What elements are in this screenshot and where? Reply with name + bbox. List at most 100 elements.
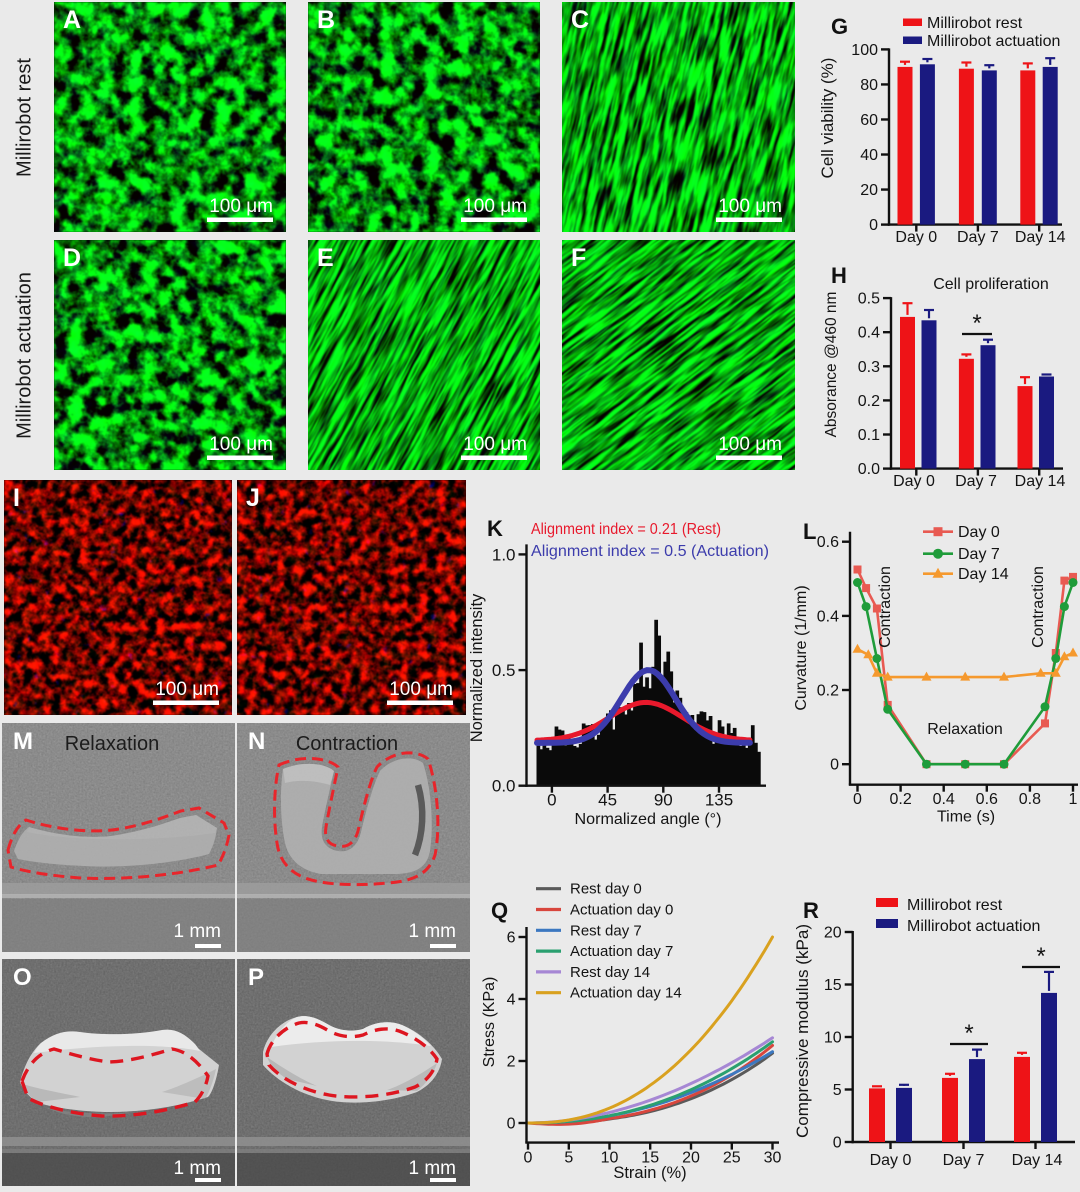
svg-text:O: O — [13, 964, 32, 991]
svg-text:Cell proliferation: Cell proliferation — [933, 276, 1049, 293]
svg-text:*: * — [964, 1020, 973, 1047]
svg-text:4: 4 — [507, 992, 516, 1009]
svg-text:0.5: 0.5 — [858, 291, 880, 308]
svg-text:Day 0: Day 0 — [870, 1152, 912, 1169]
svg-text:Day 14: Day 14 — [958, 566, 1009, 583]
svg-text:100 μm: 100 μm — [718, 434, 782, 455]
svg-text:Stress (KPa): Stress (KPa) — [481, 977, 498, 1068]
svg-text:10: 10 — [601, 1150, 619, 1167]
svg-text:Strain (%): Strain (%) — [613, 1164, 686, 1182]
svg-text:1 mm: 1 mm — [409, 921, 457, 942]
svg-text:Actuation day 0: Actuation day 0 — [570, 902, 673, 919]
svg-text:0.0: 0.0 — [492, 777, 516, 796]
svg-text:H: H — [831, 263, 847, 288]
svg-text:Relaxation: Relaxation — [65, 733, 160, 755]
svg-text:Millirobot rest: Millirobot rest — [907, 897, 1003, 914]
svg-text:100: 100 — [851, 42, 878, 59]
svg-text:Millirobot actuation: Millirobot actuation — [927, 33, 1060, 50]
svg-text:*: * — [972, 310, 981, 337]
svg-text:D: D — [63, 244, 81, 272]
svg-text:100 μm: 100 μm — [209, 196, 273, 217]
svg-text:Contraction: Contraction — [1030, 566, 1047, 648]
svg-text:0.8: 0.8 — [1019, 791, 1041, 808]
svg-text:1 mm: 1 mm — [409, 1158, 457, 1179]
svg-text:20: 20 — [824, 925, 842, 942]
svg-text:Contraction: Contraction — [296, 733, 398, 755]
svg-text:100 μm: 100 μm — [389, 679, 453, 700]
svg-text:0: 0 — [830, 757, 839, 774]
svg-text:15: 15 — [824, 977, 842, 994]
svg-text:Day 0: Day 0 — [895, 229, 937, 246]
svg-text:20: 20 — [682, 1150, 700, 1167]
svg-text:B: B — [317, 6, 335, 34]
svg-text:I: I — [13, 484, 20, 512]
svg-text:1: 1 — [1069, 791, 1078, 808]
svg-text:0: 0 — [833, 1135, 842, 1152]
svg-text:Day 7: Day 7 — [958, 546, 1000, 563]
svg-text:1 mm: 1 mm — [174, 1158, 222, 1179]
svg-text:Normalized angle (°): Normalized angle (°) — [575, 811, 722, 828]
svg-text:0.4: 0.4 — [817, 608, 839, 625]
svg-text:5: 5 — [564, 1150, 573, 1167]
svg-text:L: L — [803, 519, 816, 544]
svg-text:0.4: 0.4 — [933, 791, 955, 808]
svg-text:Time (s): Time (s) — [937, 809, 995, 826]
svg-text:100 μm: 100 μm — [718, 196, 782, 217]
svg-text:Normalized intensity: Normalized intensity — [468, 593, 486, 742]
svg-text:A: A — [63, 6, 81, 34]
svg-text:M: M — [13, 728, 33, 755]
svg-text:0.2: 0.2 — [858, 393, 880, 410]
svg-text:0.5: 0.5 — [492, 661, 516, 680]
svg-text:Relaxation: Relaxation — [927, 721, 1003, 738]
svg-text:Millirobot rest: Millirobot rest — [927, 15, 1023, 32]
svg-text:Contraction: Contraction — [877, 566, 894, 648]
svg-text:100 μm: 100 μm — [209, 434, 273, 455]
svg-text:Day 7: Day 7 — [943, 1152, 985, 1169]
svg-text:20: 20 — [860, 182, 878, 199]
svg-text:5: 5 — [833, 1082, 842, 1099]
svg-text:30: 30 — [764, 1150, 782, 1167]
svg-text:G: G — [831, 14, 848, 39]
svg-text:*: * — [1036, 943, 1045, 970]
svg-text:Millirobot actuation: Millirobot actuation — [907, 918, 1040, 935]
svg-text:15: 15 — [641, 1150, 659, 1167]
svg-text:Alignment index = 0.5 (Actuati: Alignment index = 0.5 (Actuation) — [531, 543, 769, 560]
svg-text:P: P — [248, 964, 264, 991]
svg-text:80: 80 — [860, 77, 878, 94]
svg-text:Day 0: Day 0 — [958, 524, 1000, 541]
svg-text:0.0: 0.0 — [858, 461, 880, 478]
svg-text:0.1: 0.1 — [858, 427, 880, 444]
svg-text:Rest day 7: Rest day 7 — [570, 922, 642, 939]
svg-text:Day 14: Day 14 — [1012, 1152, 1063, 1169]
svg-text:2: 2 — [507, 1054, 516, 1071]
svg-text:N: N — [248, 728, 265, 755]
svg-text:0: 0 — [507, 1116, 516, 1133]
svg-text:Actuation day 7: Actuation day 7 — [570, 943, 673, 960]
svg-text:1.0: 1.0 — [492, 545, 516, 564]
svg-text:Absorance @460 nm: Absorance @460 nm — [823, 292, 840, 438]
svg-text:0.6: 0.6 — [817, 534, 839, 551]
svg-text:Alignment index = 0.21 (Rest): Alignment index = 0.21 (Rest) — [531, 521, 721, 538]
svg-text:0.2: 0.2 — [817, 683, 839, 700]
svg-text:Rest day 14: Rest day 14 — [570, 964, 650, 981]
svg-text:45: 45 — [598, 791, 617, 810]
svg-text:Day 14: Day 14 — [1015, 229, 1066, 246]
svg-text:Compressive modulus (kPa): Compressive modulus (kPa) — [793, 924, 812, 1138]
svg-text:R: R — [803, 898, 819, 923]
svg-text:1 mm: 1 mm — [174, 921, 222, 942]
svg-text:0: 0 — [869, 217, 878, 234]
svg-text:K: K — [487, 516, 503, 541]
svg-text:0.3: 0.3 — [858, 359, 880, 376]
svg-text:135: 135 — [705, 791, 733, 810]
svg-text:100 μm: 100 μm — [155, 679, 219, 700]
svg-text:J: J — [246, 484, 260, 512]
svg-text:100 μm: 100 μm — [463, 196, 527, 217]
svg-text:0: 0 — [853, 791, 862, 808]
svg-text:Rest day 0: Rest day 0 — [570, 881, 642, 898]
svg-text:6: 6 — [507, 930, 516, 947]
svg-text:F: F — [571, 244, 586, 272]
svg-text:Q: Q — [491, 898, 508, 923]
svg-text:0: 0 — [524, 1150, 533, 1167]
svg-text:100 μm: 100 μm — [463, 434, 527, 455]
svg-text:Actuation day 14: Actuation day 14 — [570, 985, 682, 1002]
